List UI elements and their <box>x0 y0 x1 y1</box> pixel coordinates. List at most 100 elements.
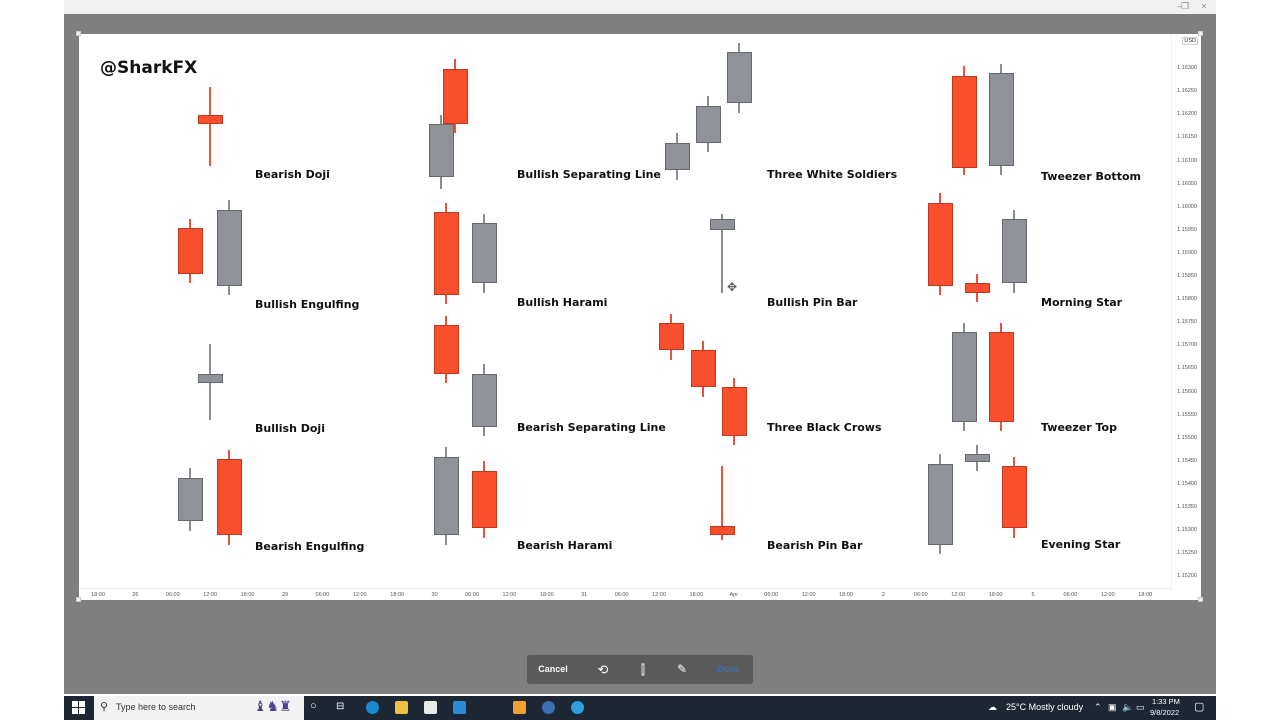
x-tick-label: 12:00 <box>1100 592 1115 598</box>
done-button[interactable]: Done <box>717 664 739 674</box>
flip-icon[interactable]: ⫿ <box>640 662 646 677</box>
y-tick-label: 1.16200 <box>1177 111 1197 118</box>
y-tick-label: 1.16050 <box>1177 180 1197 187</box>
restore-icon: ❐ <box>1180 1 1190 11</box>
show-hidden-icons[interactable]: ⌃ <box>1094 702 1102 712</box>
candle-body <box>710 526 735 536</box>
crop-handle-bl[interactable] <box>76 597 81 602</box>
file-explorer-icon[interactable] <box>395 701 408 714</box>
x-tick-label: 12:00 <box>951 592 966 598</box>
x-tick-label: Apr <box>729 592 739 598</box>
x-tick-label: 30 <box>431 592 438 598</box>
store-icon[interactable] <box>424 701 437 714</box>
clock-date[interactable]: 9/8/2022 <box>1150 708 1180 717</box>
candle-body <box>472 223 497 284</box>
close-button[interactable]: × <box>1201 1 1207 11</box>
windows-taskbar: ⚲ Type here to search ♝♞♜ ○ ⊟ ☁ 25°C Mos… <box>64 696 1216 720</box>
candle-wick <box>209 87 211 166</box>
y-tick-label: 1.15750 <box>1177 319 1197 326</box>
candle-body <box>952 331 977 423</box>
y-tick-label: 1.16250 <box>1177 88 1197 95</box>
candle-body <box>965 283 990 293</box>
edge-icon[interactable] <box>366 701 379 714</box>
brush-icon[interactable]: ✎ <box>676 662 688 676</box>
cancel-button[interactable]: Cancel <box>538 664 568 674</box>
y-tick-label: 1.15850 <box>1177 273 1197 279</box>
clock-time[interactable]: 1:33 PM <box>1152 697 1180 706</box>
pattern-label: Morning Star <box>1041 296 1123 309</box>
y-tick-label: 1.15350 <box>1177 504 1197 510</box>
candlestick-chart: @SharkFX USD 1.16300 1.16250 1.16200 1.1615… <box>79 34 1201 600</box>
chrome-icon[interactable] <box>542 701 555 714</box>
pattern-label: Evening Star <box>1041 538 1121 551</box>
candle-body <box>952 75 977 168</box>
minimize-button[interactable]: – <box>1177 1 1183 11</box>
candle-body <box>434 456 459 536</box>
app-icon[interactable] <box>513 701 526 714</box>
telegram-icon[interactable] <box>571 701 584 714</box>
x-tick-label: 5 <box>1031 592 1035 598</box>
y-tick-label: 1.16300 <box>1177 65 1197 72</box>
candle-body <box>665 142 690 171</box>
time-axis[interactable]: 18:00 26 06:00 12:00 18:00 29 06:00 12:00 18:00 3… <box>79 588 1171 600</box>
y-tick-label: 1.15550 <box>1177 411 1197 418</box>
y-tick-label: 1.15500 <box>1177 434 1197 441</box>
pattern-label: Bearish Pin Bar <box>767 539 863 552</box>
window-titlebar: – ❐ × <box>64 0 1216 14</box>
chess-search-highlight-icon: ♝♞♜ <box>254 698 292 714</box>
y-tick-label: 1.15450 <box>1177 457 1197 464</box>
candle-body <box>1002 465 1027 529</box>
candle-body <box>429 124 454 178</box>
candle-body <box>722 387 747 436</box>
brand-watermark: @SharkFX <box>100 58 198 78</box>
pattern-label: Bearish Doji <box>255 168 330 181</box>
search-icon: ⚲ <box>100 701 109 713</box>
y-tick-label: 1.15900 <box>1177 249 1197 256</box>
task-view-icon[interactable]: ⊟ <box>336 701 345 712</box>
candle-body <box>198 114 223 125</box>
crop-handle-br[interactable] <box>1198 597 1203 602</box>
image-edit-toolbar: Cancel ⟲ ⫿ ✎ Done <box>527 655 753 684</box>
y-tick-label: 1.16000 <box>1177 203 1197 210</box>
rotate-icon[interactable]: ⟲ <box>597 662 609 677</box>
y-tick-label: 1.15250 <box>1177 550 1197 557</box>
pattern-label: Bearish Separating Line <box>517 421 666 434</box>
candle-body <box>217 209 242 286</box>
x-tick-label: 12:00 <box>352 592 367 598</box>
notifications-icon[interactable]: ▢ <box>1194 701 1205 713</box>
y-tick-label: 1.15650 <box>1177 365 1197 372</box>
windows-start-icon[interactable] <box>72 701 85 714</box>
candle-body <box>217 459 242 536</box>
x-tick-label: 06:00 <box>913 592 928 598</box>
y-tick-label: 1.15700 <box>1177 342 1197 349</box>
crop-handle-tr[interactable] <box>1198 31 1203 36</box>
cortana-icon[interactable]: ○ <box>310 700 317 712</box>
candle-body <box>989 331 1014 423</box>
candle-body <box>198 373 223 383</box>
left-margin <box>0 0 64 694</box>
display-icon[interactable]: ▭ <box>1136 702 1145 712</box>
candle-body <box>727 52 752 104</box>
y-tick-label: 1.15800 <box>1177 296 1197 303</box>
candle-wick <box>721 465 723 540</box>
volume-icon[interactable]: 🔈 <box>1122 702 1134 712</box>
network-icon[interactable]: ▣ <box>1108 702 1117 712</box>
candle-body <box>178 477 203 522</box>
taskbar-search-box[interactable]: ⚲ Type here to search ♝♞♜ <box>94 696 304 720</box>
weather-text[interactable]: 25°C Mostly cloudy <box>1006 702 1084 712</box>
candle-body <box>696 105 721 143</box>
search-placeholder: Type here to search <box>116 702 196 712</box>
y-tick-label: 1.15400 <box>1177 480 1197 487</box>
candle-body <box>965 454 990 463</box>
pattern-label: Tweezer Top <box>1041 421 1117 434</box>
candle-body <box>434 211 459 296</box>
pattern-label: Bearish Engulfing <box>255 540 365 553</box>
crop-handle-tl[interactable] <box>76 31 81 36</box>
candle-wick <box>721 214 723 293</box>
price-axis[interactable]: USD 1.16300 1.16250 1.16200 1.16150 1.16100 1… <box>1171 34 1201 590</box>
mail-icon[interactable] <box>453 701 466 714</box>
x-tick-label: 12:00 <box>203 592 218 598</box>
x-tick-label: 12:00 <box>652 592 666 598</box>
x-tick-label: 12:00 <box>502 592 517 598</box>
pattern-label: Bullish Harami <box>517 296 608 309</box>
